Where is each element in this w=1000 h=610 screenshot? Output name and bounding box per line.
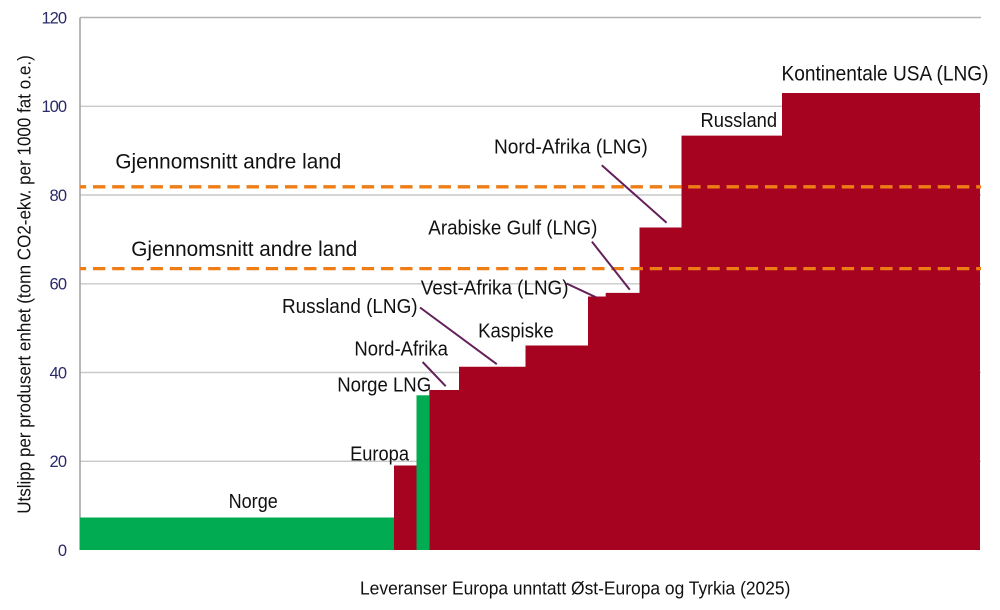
svg-text:120: 120: [42, 9, 68, 27]
svg-text:Leveranser Europa unntatt Øst-: Leveranser Europa unntatt Øst-Europa og …: [360, 578, 790, 598]
svg-text:Norge: Norge: [229, 491, 278, 513]
svg-text:Norge LNG: Norge LNG: [337, 375, 431, 397]
svg-text:100: 100: [42, 98, 68, 116]
svg-text:Kontinentale USA (LNG): Kontinentale USA (LNG): [782, 62, 989, 86]
svg-text:Nord-Afrika: Nord-Afrika: [354, 338, 448, 360]
svg-text:20: 20: [50, 453, 68, 471]
svg-text:0: 0: [58, 542, 67, 560]
svg-text:Gjennomsnitt andre land: Gjennomsnitt andre land: [115, 150, 341, 174]
svg-text:80: 80: [50, 187, 68, 205]
svg-text:Arabiske Gulf (LNG): Arabiske Gulf (LNG): [428, 218, 597, 240]
svg-text:Kaspiske: Kaspiske: [478, 320, 554, 342]
svg-text:60: 60: [50, 276, 68, 294]
svg-text:Russland (LNG): Russland (LNG): [282, 296, 418, 318]
svg-text:Europa: Europa: [350, 444, 410, 466]
svg-text:Nord-Afrika (LNG): Nord-Afrika (LNG): [494, 137, 648, 159]
svg-text:Russland: Russland: [701, 110, 778, 132]
svg-text:Utslipp per produsert enhet (t: Utslipp per produsert enhet (tonn CO2-ek…: [15, 55, 35, 514]
svg-text:Vest-Afrika (LNG): Vest-Afrika (LNG): [421, 277, 569, 299]
svg-text:Gjennomsnitt andre land: Gjennomsnitt andre land: [131, 237, 357, 261]
svg-text:40: 40: [50, 364, 68, 382]
